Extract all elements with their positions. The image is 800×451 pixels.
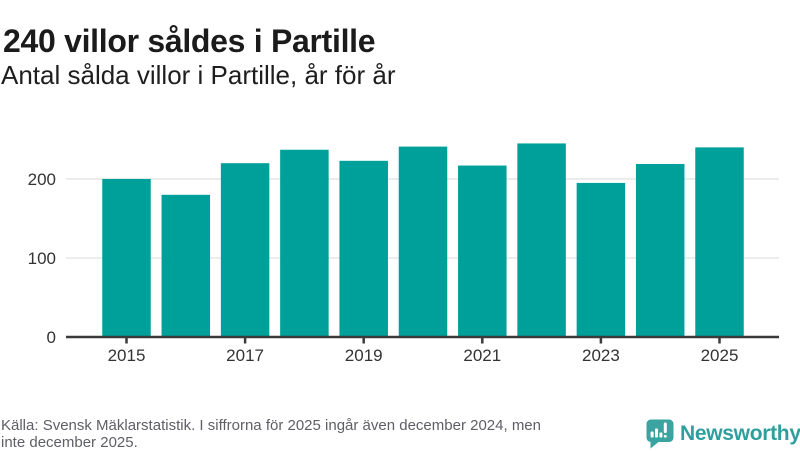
bar-2022: [517, 143, 566, 337]
bar-2021: [458, 165, 507, 337]
bar-2019: [339, 160, 388, 337]
bar-2020: [398, 146, 448, 337]
source-note-line: Källa: Svensk Mäklarstatistik. I siffror…: [1, 417, 541, 434]
source-note: Källa: Svensk Mäklarstatistik. I siffror…: [1, 417, 541, 451]
y-tick-label-200: 200: [28, 170, 56, 189]
source-note-line: inte december 2025.: [1, 434, 138, 451]
bar-2025: [695, 147, 744, 337]
bar-2018: [280, 149, 329, 337]
newsworthy-logo: Newsworthy: [646, 419, 800, 449]
bar-2017: [220, 163, 270, 337]
x-tick-label-2021: 2021: [463, 346, 501, 365]
y-tick-label-100: 100: [28, 249, 56, 268]
brand-name: Newsworthy: [680, 422, 800, 445]
x-tick-label-2019: 2019: [345, 346, 383, 365]
logo-bar-medium: [659, 432, 663, 438]
logo-bar-tall: [655, 428, 658, 438]
logo-exclamation-dot: [663, 435, 667, 438]
logo-exclamation-bar: [663, 422, 667, 433]
x-tick-label-2015: 2015: [108, 346, 146, 365]
page-title: 240 villor såldes i Partille: [3, 23, 376, 60]
bar-2016: [161, 194, 211, 337]
bar-chart-speech-bubble-icon: [646, 419, 674, 449]
chart-subtitle: Antal sålda villor i Partille, år för år: [1, 60, 396, 90]
bar-2024: [635, 163, 685, 337]
bar-2023: [576, 182, 626, 337]
y-tick-label-0: 0: [47, 328, 56, 347]
bar-2015: [102, 178, 151, 337]
logo-bar-short: [650, 431, 654, 438]
x-tick-label-2025: 2025: [701, 346, 739, 365]
x-tick-label-2023: 2023: [582, 346, 620, 365]
x-tick-label-2017: 2017: [226, 346, 264, 365]
